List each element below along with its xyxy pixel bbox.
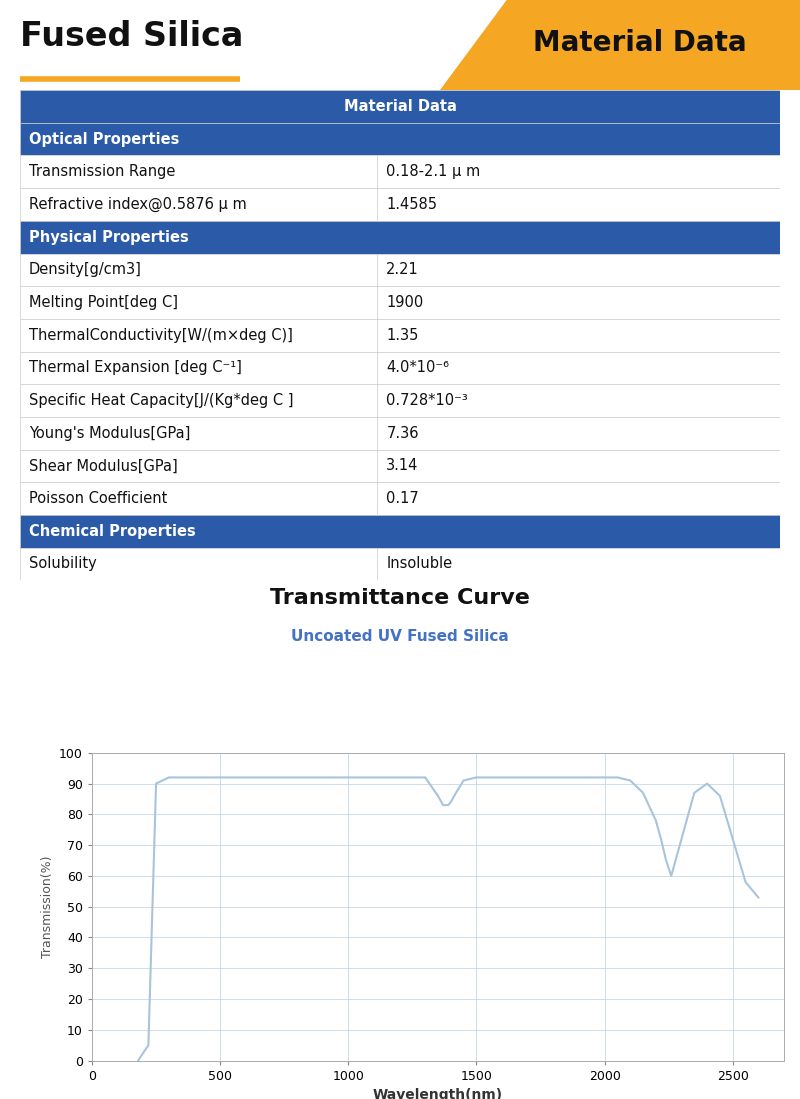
Text: Solubility: Solubility bbox=[29, 556, 97, 571]
FancyBboxPatch shape bbox=[20, 547, 780, 580]
Text: Physical Properties: Physical Properties bbox=[29, 230, 189, 245]
X-axis label: Wavelength(nm): Wavelength(nm) bbox=[373, 1088, 503, 1099]
FancyBboxPatch shape bbox=[20, 449, 780, 482]
Text: Melting Point[deg C]: Melting Point[deg C] bbox=[29, 295, 178, 310]
Text: 3.14: 3.14 bbox=[386, 458, 418, 474]
Text: Refractive index@0.5876 μ m: Refractive index@0.5876 μ m bbox=[29, 197, 247, 212]
Text: 0.728*10⁻³: 0.728*10⁻³ bbox=[386, 393, 468, 408]
Text: Uncoated UV Fused Silica: Uncoated UV Fused Silica bbox=[291, 629, 509, 644]
Text: 7.36: 7.36 bbox=[386, 425, 419, 441]
Text: 0.17: 0.17 bbox=[386, 491, 419, 506]
FancyBboxPatch shape bbox=[20, 188, 780, 221]
Text: Transmission Range: Transmission Range bbox=[29, 165, 175, 179]
FancyBboxPatch shape bbox=[20, 515, 780, 547]
FancyBboxPatch shape bbox=[20, 352, 780, 385]
Text: Density[g/cm3]: Density[g/cm3] bbox=[29, 263, 142, 277]
Text: 0.18-2.1 μ m: 0.18-2.1 μ m bbox=[386, 165, 481, 179]
FancyBboxPatch shape bbox=[20, 254, 780, 286]
Text: Chemical Properties: Chemical Properties bbox=[29, 524, 196, 539]
Text: Poisson Coefficient: Poisson Coefficient bbox=[29, 491, 167, 506]
FancyBboxPatch shape bbox=[20, 417, 780, 449]
Text: Young's Modulus[GPa]: Young's Modulus[GPa] bbox=[29, 425, 190, 441]
FancyBboxPatch shape bbox=[20, 123, 780, 155]
Text: Material Data: Material Data bbox=[533, 30, 747, 57]
Y-axis label: Transmission(%): Transmission(%) bbox=[41, 855, 54, 958]
FancyBboxPatch shape bbox=[20, 286, 780, 319]
Text: Transmittance Curve: Transmittance Curve bbox=[270, 588, 530, 608]
Text: Fused Silica: Fused Silica bbox=[20, 20, 243, 53]
Text: 2.21: 2.21 bbox=[386, 263, 419, 277]
Text: Specific Heat Capacity[J/(Kg*deg C ]: Specific Heat Capacity[J/(Kg*deg C ] bbox=[29, 393, 294, 408]
Text: Optical Properties: Optical Properties bbox=[29, 132, 179, 146]
FancyBboxPatch shape bbox=[20, 90, 780, 123]
Text: Thermal Expansion [deg C⁻¹]: Thermal Expansion [deg C⁻¹] bbox=[29, 360, 242, 376]
FancyBboxPatch shape bbox=[20, 482, 780, 515]
Text: 1.35: 1.35 bbox=[386, 328, 418, 343]
Text: 4.0*10⁻⁶: 4.0*10⁻⁶ bbox=[386, 360, 450, 376]
FancyBboxPatch shape bbox=[20, 385, 780, 417]
FancyBboxPatch shape bbox=[20, 155, 780, 188]
Text: Insoluble: Insoluble bbox=[386, 556, 453, 571]
Text: Material Data: Material Data bbox=[343, 99, 457, 114]
FancyBboxPatch shape bbox=[20, 319, 780, 352]
Text: 1900: 1900 bbox=[386, 295, 423, 310]
Text: 1.4585: 1.4585 bbox=[386, 197, 438, 212]
Text: ThermalConductivity[W/(m×deg C)]: ThermalConductivity[W/(m×deg C)] bbox=[29, 328, 293, 343]
Polygon shape bbox=[440, 0, 800, 90]
FancyBboxPatch shape bbox=[20, 221, 780, 254]
Text: Shear Modulus[GPa]: Shear Modulus[GPa] bbox=[29, 458, 178, 474]
